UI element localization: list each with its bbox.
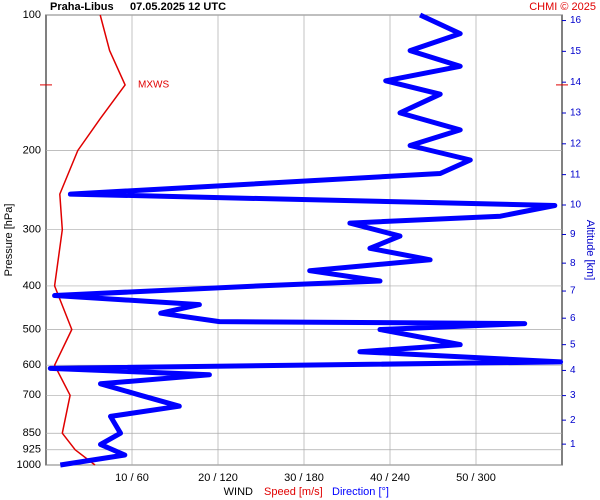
y2-tick-label: 7: [570, 286, 576, 297]
y2-tick-label: 1: [570, 439, 576, 450]
y2-tick-label: 9: [570, 229, 576, 240]
annotation: MXWS: [138, 80, 169, 91]
y-tick-label: 850: [23, 427, 41, 439]
y2-tick-label: 14: [570, 77, 582, 88]
y-tick-label: 925: [23, 444, 41, 456]
chart-title: Praha-Libus: [50, 1, 114, 13]
y2-tick-label: 13: [570, 108, 582, 119]
y-tick-label: 700: [23, 389, 41, 401]
y2-tick-label: 2: [570, 415, 576, 426]
x-tick-label: 40 / 240: [370, 472, 410, 484]
direction-label: Direction [°]: [332, 486, 389, 498]
x-tick-label: 10 / 60: [115, 472, 149, 484]
y2-tick-label: 16: [570, 15, 582, 26]
y-tick-label: 1000: [17, 459, 41, 471]
y2-tick-label: 4: [570, 365, 576, 376]
x-tick-label: 20 / 120: [198, 472, 238, 484]
y2-tick-label: 10: [570, 200, 582, 211]
y-tick-label: 400: [23, 280, 41, 292]
x-tick-label: 30 / 180: [284, 472, 324, 484]
y-tick-label: 100: [23, 9, 41, 21]
y2-tick-label: 12: [570, 138, 582, 149]
y2-tick-label: 15: [570, 46, 582, 57]
y-tick-label: 200: [23, 144, 41, 156]
y-tick-label: 300: [23, 224, 41, 236]
y-axis-label: Pressure [hPa]: [3, 204, 15, 277]
x-tick-label: 50 / 300: [456, 472, 496, 484]
y2-tick-label: 5: [570, 339, 576, 350]
series-line: [47, 12, 564, 468]
y2-tick-label: 3: [570, 390, 576, 401]
y2-axis-label: Altitude [km]: [584, 220, 596, 281]
credit: CHMI © 2025: [529, 1, 596, 13]
y-tick-label: 600: [23, 359, 41, 371]
y2-tick-label: 6: [570, 313, 576, 324]
x-axis-label: WIND: [224, 486, 253, 498]
y-tick-label: 500: [23, 323, 41, 335]
speed-label: Speed [m/s]: [264, 486, 323, 498]
series-line: [53, 14, 126, 466]
chart-subtitle: 07.05.2025 12 UTC: [130, 1, 226, 13]
y2-tick-label: 11: [570, 169, 581, 180]
y2-tick-label: 8: [570, 258, 576, 269]
